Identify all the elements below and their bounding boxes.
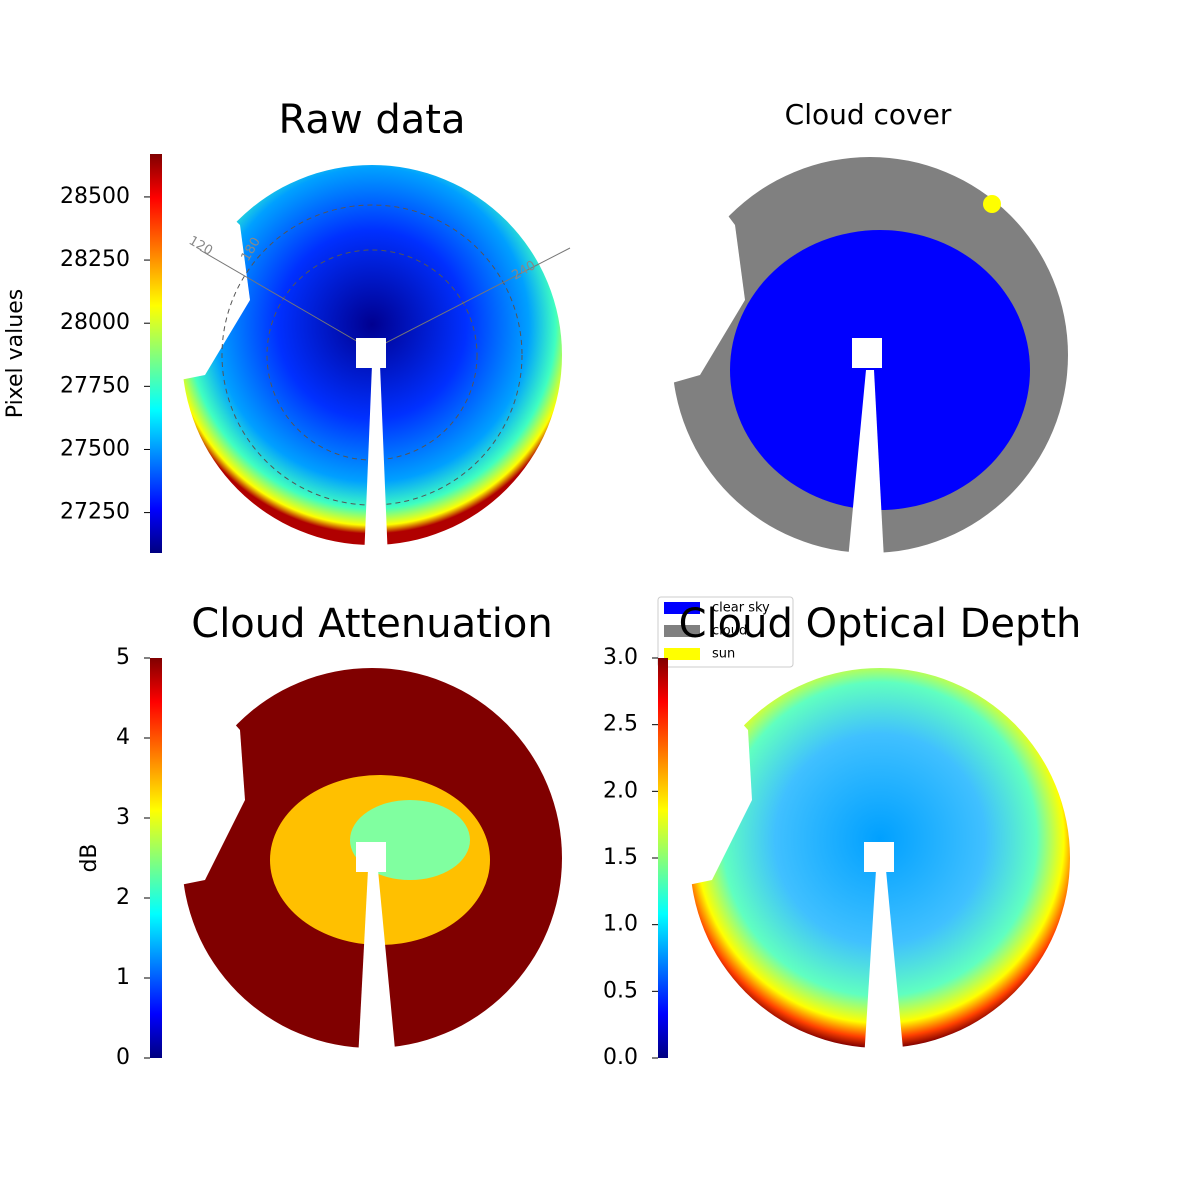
tick-label: 28500 xyxy=(60,184,130,209)
panel-title: Cloud Attenuation xyxy=(191,601,552,647)
optical-depth-image xyxy=(660,660,1070,1060)
legend-swatch xyxy=(664,602,700,614)
legend-swatch xyxy=(664,648,700,660)
tick-label: 1 xyxy=(116,965,130,990)
tick-label: 27250 xyxy=(60,500,130,525)
tick-label: 1.5 xyxy=(603,845,638,870)
tick-label: 2.5 xyxy=(603,712,638,737)
tick-label: 0.5 xyxy=(603,978,638,1003)
panel-title: Cloud Optical Depth xyxy=(679,601,1082,647)
tick-label: 3.0 xyxy=(603,645,638,670)
panel-title: Raw data xyxy=(279,97,466,143)
tick-label: 27500 xyxy=(60,436,130,461)
legend-swatch xyxy=(664,625,700,637)
legend-label: cloud xyxy=(712,624,747,639)
colorbar xyxy=(150,154,162,553)
legend-label: sun xyxy=(712,647,735,662)
tick-label: 27750 xyxy=(60,373,130,398)
colorbar xyxy=(150,658,162,1058)
tick-label: 0.0 xyxy=(603,1045,638,1070)
tick-label: 2.0 xyxy=(603,778,638,803)
tick-label: 1.0 xyxy=(603,912,638,937)
tick-label: 28250 xyxy=(60,247,130,272)
colorbar-label: dB xyxy=(77,843,102,872)
raw-image xyxy=(150,160,571,560)
tick-label: 4 xyxy=(116,725,130,750)
tick-label: 5 xyxy=(116,645,130,670)
attenuation-image xyxy=(150,660,562,1060)
tick-label: 28000 xyxy=(60,310,130,335)
colorbar-label: Pixel values xyxy=(3,289,28,418)
cloud-cover-image xyxy=(650,157,1068,560)
panel-title: Cloud cover xyxy=(785,98,952,131)
tick-label: 2 xyxy=(116,885,130,910)
tick-label: 0 xyxy=(116,1045,130,1070)
tick-label: 3 xyxy=(116,805,130,830)
colorbar xyxy=(658,658,668,1058)
legend-label: clear sky xyxy=(712,601,770,616)
